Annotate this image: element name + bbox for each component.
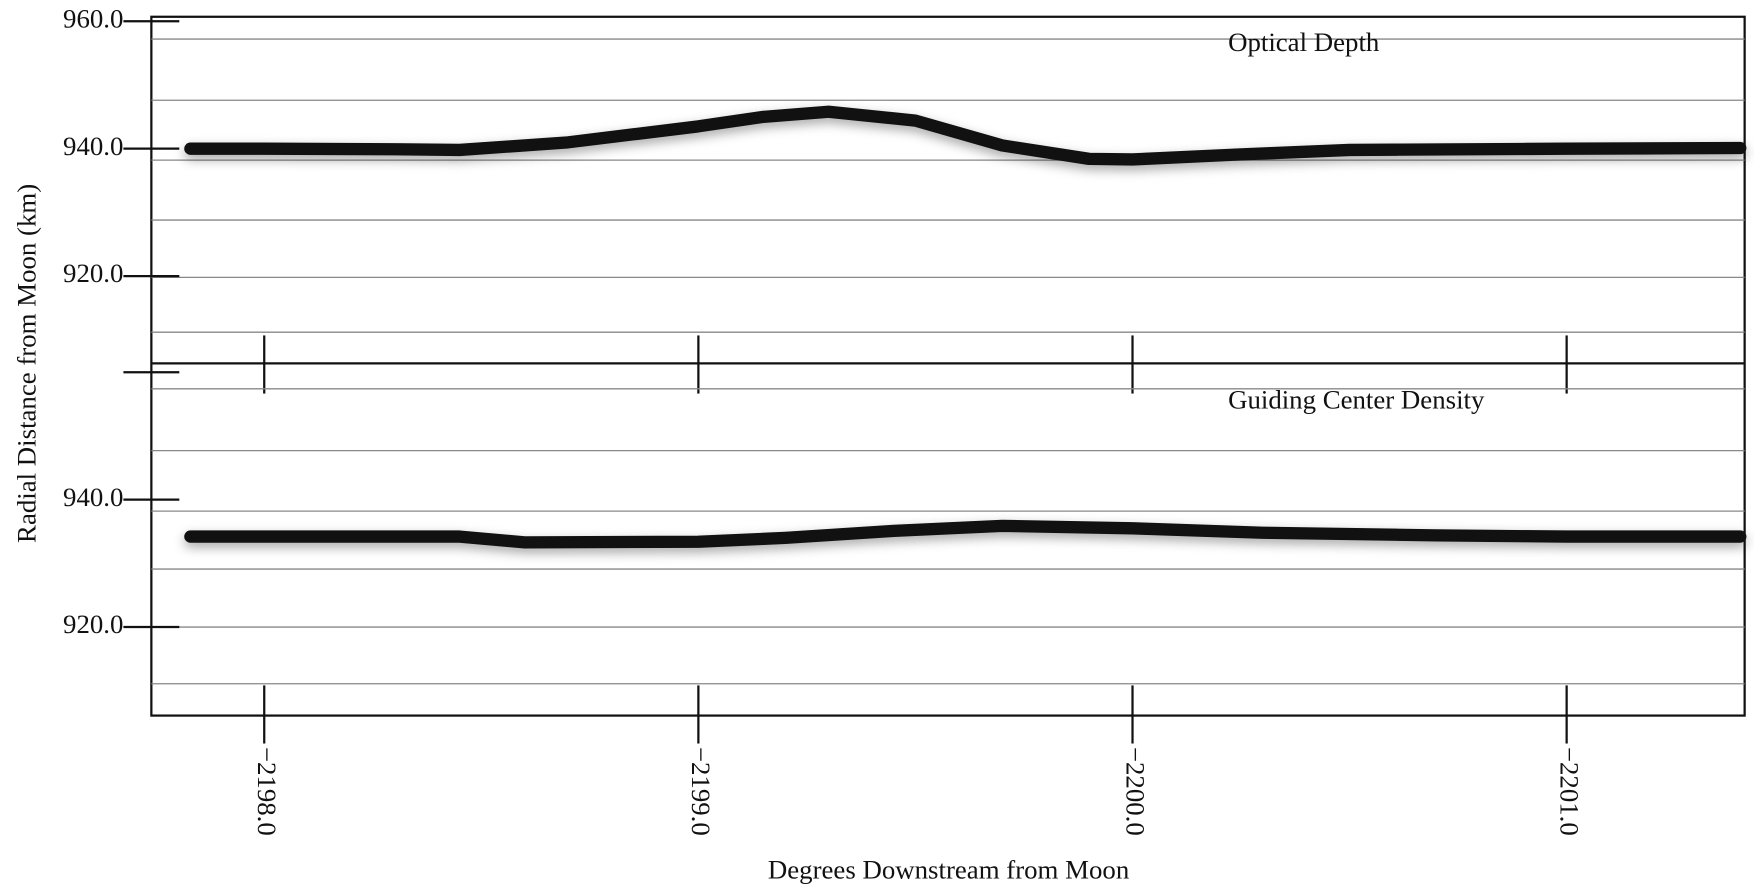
y-tick-label: 920.0 [63,258,123,288]
y-tick-label: 940.0 [63,131,123,161]
x-tick-label: −2198.0 [252,747,282,836]
y-tick-label: 920.0 [63,609,123,639]
y-tick-label: 960.0 [63,3,123,33]
x-tick-label: −2199.0 [686,747,716,836]
x-tick-label: −2200.0 [1120,747,1150,836]
x-axis-label: Degrees Downstream from Moon [768,854,1130,884]
density-ridge [184,105,1747,166]
x-tick-label: −2201.0 [1554,747,1584,836]
density-ridge [184,519,1747,549]
panel-title: Guiding Center Density [1228,385,1485,415]
y-tick-label: 940.0 [63,482,123,512]
frame [150,15,1746,717]
y-axis-label: Radial Distance from Moon (km) [12,184,42,543]
panel-title: Optical Depth [1228,27,1380,57]
